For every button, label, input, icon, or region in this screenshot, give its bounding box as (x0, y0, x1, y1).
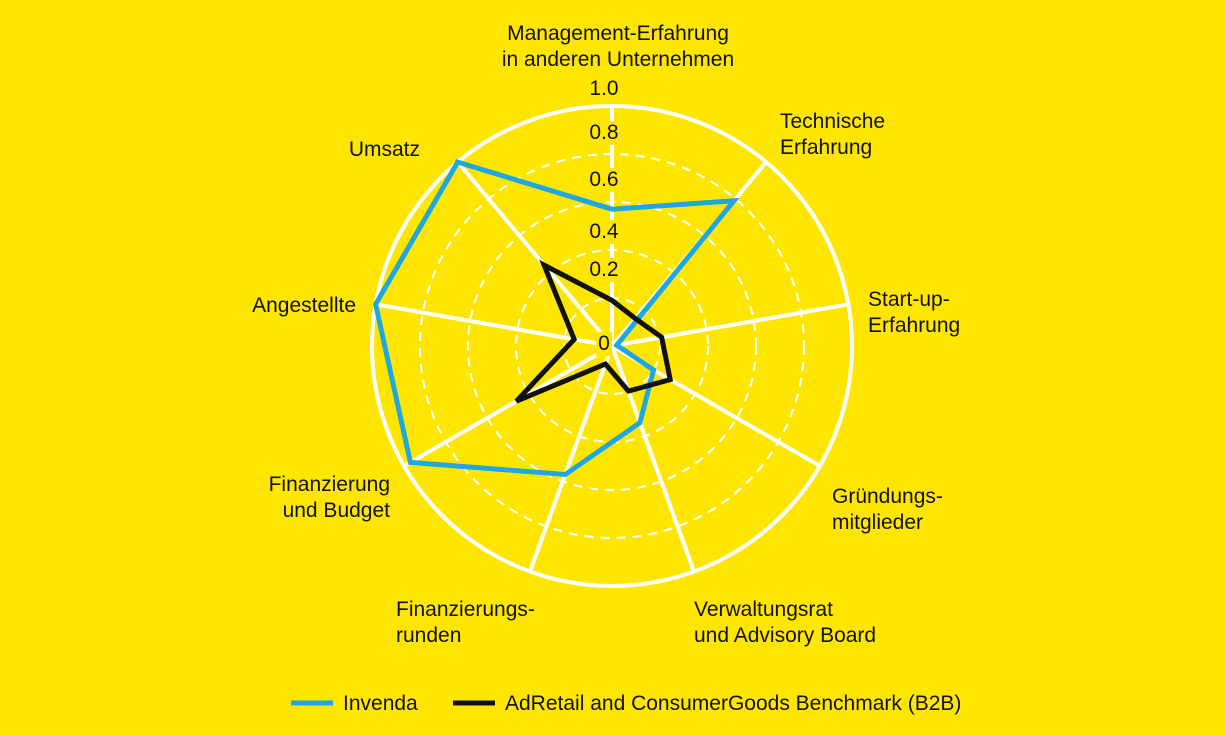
tick-label-bg (587, 258, 621, 282)
axis-spoke (528, 345, 614, 573)
axis-label: Gründungs-mitglieder (832, 485, 943, 534)
tick-label: 0 (598, 332, 610, 355)
axis-label: Start-up- Erfahrung (868, 288, 960, 337)
axis-label-line: Erfahrung (868, 314, 960, 337)
tick-label-bg (587, 77, 621, 101)
axis-label-line: Management-Erfahrung (507, 22, 729, 45)
axis-label-line: Erfahrung (780, 136, 872, 159)
axis-label: Finanzierungs-runden (396, 598, 535, 647)
axis-spoke (456, 160, 614, 348)
axis-spoke (611, 302, 849, 348)
tick-label-bg (587, 121, 621, 145)
series-1-line (514, 259, 674, 404)
axis-label: Umsatz (349, 138, 420, 161)
axis-spoke (403, 344, 613, 468)
axis-label-line: Verwaltungsrat (694, 598, 833, 621)
series-0-line (372, 159, 740, 478)
axis-label-line: und Advisory Board (694, 624, 876, 647)
series-layer (372, 159, 740, 478)
axis-spoke (610, 345, 696, 573)
label-layer: 0 0.2 0.4 0.6 0.8 1.0 Management-Erfahrung in a… (252, 22, 960, 647)
tick-label-bg (587, 168, 621, 192)
axis-label-line: Finanzierungs- (396, 598, 535, 621)
axis-label: Finanzierung und Budget (269, 473, 391, 522)
axis-label: Verwaltungsrat und Advisory Board (694, 598, 876, 647)
tick-label-bg (596, 332, 612, 356)
legend-label-invenda: Invenda (343, 692, 418, 715)
axis-label-line: Finanzierung (269, 473, 390, 496)
axis-label-line: Technische (780, 110, 885, 133)
axis-label: Management-Erfahrung in anderen Unternehm… (502, 22, 734, 71)
axis-label-line: Start-up- (868, 288, 950, 311)
axis-label-line: Gründungs- (832, 485, 943, 508)
axis-label-line: Umsatz (349, 138, 420, 161)
axis-label-line: mitglieder (832, 511, 923, 534)
tick-label: 0.6 (589, 168, 618, 191)
axis-label-line: runden (396, 624, 461, 647)
axis-label: Angestellte (252, 294, 356, 317)
tick-label: 0.4 (589, 220, 619, 243)
tick-label: 0.8 (589, 121, 618, 144)
axis-label-line: und Budget (283, 499, 391, 522)
legend-layer: Invenda AdRetail and ConsumerGoods Benchm… (291, 692, 961, 715)
tick-label: 0.2 (589, 258, 618, 281)
axis-label-line: in anderen Unternehmen (502, 48, 734, 71)
axis-label-line: Angestellte (252, 294, 356, 317)
tick-label: 1.0 (589, 77, 618, 100)
axis-label: Technische Erfahrung (780, 110, 885, 159)
legend-label-benchmark: AdRetail and ConsumerGoods Benchmark (B2… (505, 692, 961, 715)
tick-label-bg (587, 220, 621, 244)
